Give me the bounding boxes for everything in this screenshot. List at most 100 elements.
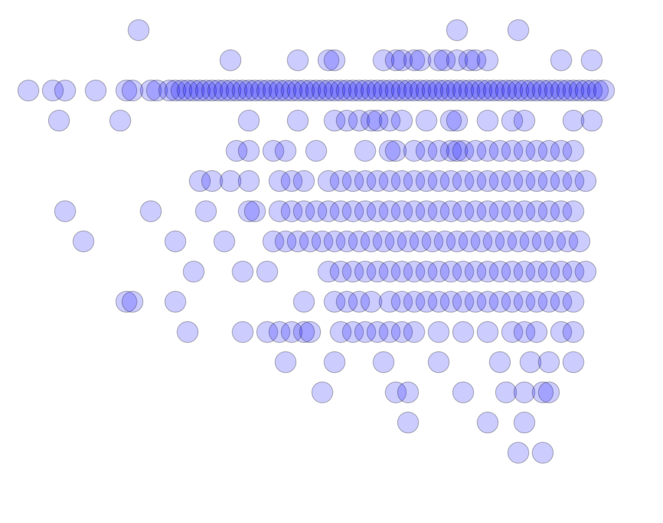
- data-point: [488, 200, 511, 223]
- data-point: [550, 79, 573, 102]
- data-point: [188, 169, 211, 193]
- data-point: [501, 260, 524, 283]
- data-point: [335, 109, 358, 132]
- data-point: [531, 381, 554, 404]
- data-point: [384, 139, 407, 162]
- data-point: [562, 169, 585, 193]
- data-point: [256, 320, 279, 344]
- data-point: [513, 320, 536, 344]
- data-point: [537, 290, 561, 313]
- data-point: [170, 79, 193, 102]
- data-point: [72, 230, 95, 253]
- data-point: [341, 260, 365, 283]
- data-point: [390, 290, 414, 313]
- data-point: [360, 109, 383, 132]
- data-point: [452, 79, 475, 102]
- data-point: [452, 381, 475, 404]
- data-row: [72, 230, 591, 253]
- data-point: [550, 49, 573, 72]
- data-point: [360, 290, 383, 313]
- data-point: [274, 230, 297, 253]
- data-point: [311, 230, 334, 253]
- data-point: [268, 79, 291, 102]
- data-point: [513, 200, 536, 223]
- data-point: [366, 200, 389, 223]
- data-point: [439, 109, 463, 132]
- data-point: [501, 169, 524, 193]
- data-point: [445, 109, 469, 132]
- data-point: [158, 79, 181, 102]
- data-point: [372, 351, 395, 374]
- data-point: [488, 351, 511, 374]
- data-point: [219, 49, 242, 72]
- data-point: [501, 200, 524, 223]
- data-point: [403, 169, 426, 193]
- data-point: [403, 320, 426, 344]
- data-point: [335, 230, 358, 253]
- data-point: [354, 79, 377, 102]
- data-point: [256, 79, 279, 102]
- data-point: [200, 169, 224, 193]
- data-point: [537, 139, 561, 162]
- data-point: [464, 79, 487, 102]
- data-point: [403, 79, 426, 102]
- data-point: [525, 79, 548, 102]
- data-point: [213, 230, 236, 253]
- data-point: [390, 109, 414, 132]
- data-row: [507, 441, 554, 464]
- data-point: [329, 260, 352, 283]
- data-point: [292, 320, 316, 344]
- data-point: [403, 139, 426, 162]
- data-point: [513, 290, 536, 313]
- data-point: [458, 79, 481, 102]
- data-point: [464, 290, 487, 313]
- data-point: [415, 139, 438, 162]
- data-point: [292, 79, 316, 102]
- data-point: [501, 139, 524, 162]
- data-point: [305, 200, 328, 223]
- data-point: [115, 290, 138, 313]
- data-row: [176, 320, 585, 344]
- data-point: [390, 79, 414, 102]
- data-point: [494, 79, 518, 102]
- data-point: [317, 79, 340, 102]
- data-point: [562, 109, 585, 132]
- data-point: [347, 290, 371, 313]
- data-point: [568, 230, 591, 253]
- data-point: [317, 200, 340, 223]
- data-point: [537, 200, 561, 223]
- data-point: [366, 260, 389, 283]
- data-point: [507, 18, 530, 42]
- data-point: [464, 260, 487, 283]
- data-point: [207, 79, 230, 102]
- data-row: [47, 109, 603, 132]
- data-point: [550, 200, 573, 223]
- data-point: [427, 260, 450, 283]
- data-point: [219, 79, 242, 102]
- data-point: [164, 290, 187, 313]
- data-point: [427, 200, 450, 223]
- data-point: [421, 79, 444, 102]
- data-point: [488, 139, 511, 162]
- data-point: [47, 109, 71, 132]
- data-point: [317, 49, 340, 72]
- data-point: [341, 169, 365, 193]
- data-point: [439, 200, 463, 223]
- data-point: [586, 79, 609, 102]
- data-point: [274, 351, 297, 374]
- data-point: [176, 79, 199, 102]
- data-point: [445, 18, 469, 42]
- data-point: [415, 290, 438, 313]
- data-point: [458, 49, 481, 72]
- data-point: [225, 139, 248, 162]
- data-point: [445, 230, 469, 253]
- data-point: [378, 260, 401, 283]
- data-point: [384, 381, 407, 404]
- data-point: [513, 411, 536, 434]
- data-point: [415, 79, 438, 102]
- data-point: [378, 290, 401, 313]
- data-point: [513, 260, 536, 283]
- data-point: [329, 200, 352, 223]
- data-point: [305, 79, 328, 102]
